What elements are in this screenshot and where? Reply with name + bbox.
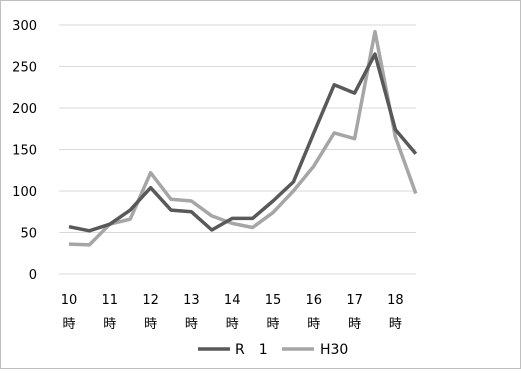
- x-tick-label: 10: [61, 293, 78, 308]
- x-tick-label: 18: [387, 293, 404, 308]
- x-tick-unit: 時: [307, 317, 320, 332]
- y-tick-label: 250: [12, 61, 37, 76]
- y-axis-ticks: 0 50 100 150 200 250 300: [12, 19, 37, 283]
- y-tick-label: 300: [12, 19, 37, 34]
- series-line-0: [69, 54, 416, 231]
- x-tick-label: 12: [142, 293, 159, 308]
- x-tick-label: 15: [265, 293, 282, 308]
- x-tick-unit: 時: [103, 317, 116, 332]
- x-tick-unit: 時: [348, 317, 361, 332]
- y-tick-label: 150: [12, 144, 37, 159]
- series-line-1: [69, 32, 416, 245]
- x-tick-label: 13: [183, 293, 200, 308]
- x-axis-ticks: 10 時 11 時 12 時 13 時 14 時 15 時 16 時 17 時 18 時: [61, 293, 404, 332]
- x-tick-label: 16: [306, 293, 323, 308]
- y-tick-label: 200: [12, 102, 37, 117]
- legend-label: R 1: [235, 342, 268, 358]
- x-tick-unit: 時: [144, 317, 157, 332]
- x-tick-label: 11: [102, 293, 119, 308]
- x-tick-unit: 時: [266, 317, 279, 332]
- x-tick-label: 17: [346, 293, 363, 308]
- x-tick-unit: 時: [185, 317, 198, 332]
- legend: R 1 H30: [198, 342, 348, 358]
- grid: [59, 25, 416, 274]
- legend-label: H30: [320, 342, 348, 358]
- series-lines: [69, 32, 416, 245]
- x-tick-unit: 時: [226, 317, 239, 332]
- x-tick-unit: 時: [62, 317, 75, 332]
- y-tick-label: 50: [20, 227, 37, 242]
- x-tick-label: 14: [224, 293, 241, 308]
- y-tick-label: 100: [12, 185, 37, 200]
- y-tick-label: 0: [29, 268, 37, 283]
- x-tick-unit: 時: [389, 317, 402, 332]
